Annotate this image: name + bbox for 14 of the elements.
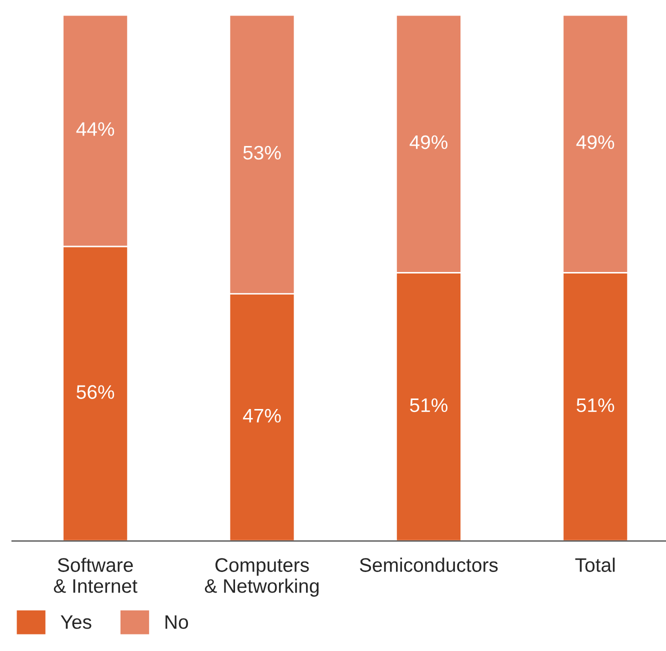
x-tick-label: Semiconductors <box>360 558 498 572</box>
data-label: 44% <box>76 122 114 136</box>
legend-label: No <box>166 615 188 629</box>
data-label: 51% <box>576 398 614 412</box>
x-tick-label: Computers & Networking <box>204 558 319 597</box>
legend-label: Yes <box>60 615 92 629</box>
data-label: 51% <box>410 398 448 412</box>
x-tick-label: Total <box>575 558 615 572</box>
data-label: 56% <box>76 385 114 399</box>
data-label: 49% <box>576 135 614 150</box>
data-label: 53% <box>243 146 281 160</box>
x-tick-label: Software & Internet <box>54 558 138 593</box>
data-label: 49% <box>410 135 448 150</box>
data-label: 47% <box>243 408 281 423</box>
